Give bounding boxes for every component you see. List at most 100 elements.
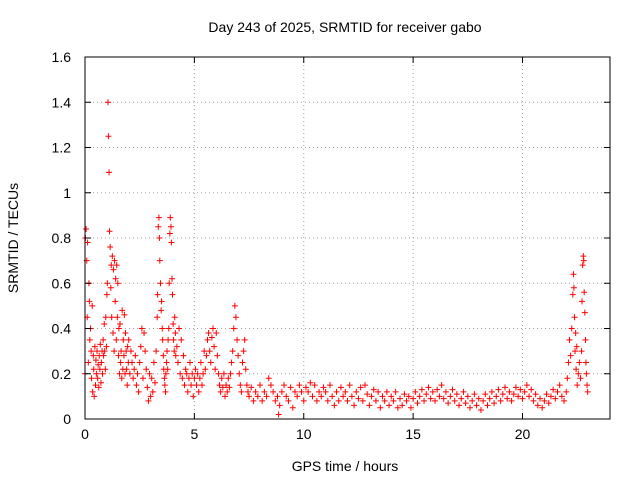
data-point	[171, 348, 178, 355]
data-point	[583, 370, 590, 377]
data-point	[570, 284, 577, 291]
data-point	[502, 384, 508, 391]
data-point	[170, 320, 177, 327]
data-point	[495, 386, 502, 393]
data-point	[578, 348, 585, 355]
data-point	[521, 388, 528, 395]
data-point	[300, 397, 307, 404]
y-tick-label: 0.2	[52, 366, 72, 382]
data-point	[174, 359, 181, 366]
data-point	[114, 280, 121, 287]
data-point	[573, 366, 580, 373]
data-point	[119, 307, 126, 314]
data-point	[416, 393, 423, 400]
data-point	[96, 366, 103, 373]
data-point	[366, 402, 373, 409]
data-point	[281, 382, 288, 389]
data-point	[202, 366, 209, 373]
data-point	[193, 382, 200, 389]
data-point	[231, 302, 238, 309]
data-point	[121, 311, 128, 318]
data-point	[309, 393, 316, 400]
data-point	[120, 336, 127, 343]
data-point	[111, 348, 118, 355]
data-point	[166, 230, 173, 237]
data-point	[307, 379, 314, 386]
y-tick-label: 1.2	[52, 140, 72, 156]
data-point	[166, 280, 173, 287]
data-point	[162, 388, 169, 395]
data-point	[392, 388, 399, 395]
x-tick-label: 0	[81, 426, 89, 442]
data-point	[236, 370, 243, 377]
data-point	[100, 336, 107, 343]
data-point	[394, 404, 401, 411]
data-point	[108, 314, 115, 321]
data-point	[351, 402, 358, 409]
data-point	[340, 393, 347, 400]
data-point	[124, 343, 131, 350]
data-point	[188, 382, 195, 389]
data-point	[438, 382, 445, 389]
data-point	[222, 393, 228, 400]
data-point	[227, 370, 234, 377]
data-point	[575, 370, 582, 377]
data-point	[539, 404, 546, 411]
data-point	[581, 289, 588, 296]
data-point	[170, 336, 177, 343]
data-point	[274, 393, 281, 400]
data-point	[173, 343, 180, 350]
data-point	[335, 397, 342, 404]
data-point	[377, 404, 384, 411]
y-tick-label: 0.4	[52, 321, 72, 337]
data-point	[206, 348, 213, 355]
data-point	[570, 271, 577, 278]
y-tick-label: 0.6	[52, 275, 72, 291]
data-point	[139, 375, 146, 382]
data-point	[316, 388, 323, 395]
axis-ticks: 0 5 10 15 20 0 0.2 0.4 0.6 0.8 1 1.2 1.4 1.6	[52, 49, 610, 442]
data-point	[158, 298, 165, 305]
data-point	[386, 402, 393, 409]
data-point	[164, 366, 171, 373]
data-point	[504, 395, 511, 402]
data-point	[464, 393, 471, 400]
data-point	[92, 382, 99, 389]
data-point	[209, 325, 216, 332]
data-point	[104, 99, 111, 106]
data-point	[165, 336, 172, 343]
data-point	[550, 386, 557, 393]
data-point	[182, 366, 189, 373]
data-point	[165, 325, 172, 332]
data-point	[218, 375, 225, 382]
data-point	[88, 348, 95, 355]
data-point	[403, 397, 410, 404]
data-point	[94, 375, 101, 382]
data-point	[467, 404, 473, 411]
data-point	[106, 169, 113, 176]
data-point	[475, 395, 482, 402]
data-point	[407, 404, 414, 411]
data-point	[104, 280, 111, 287]
data-point	[270, 388, 277, 395]
data-point	[85, 359, 92, 366]
data-point	[223, 382, 230, 389]
data-point	[564, 375, 571, 382]
grid-lines	[85, 57, 610, 419]
data-point	[530, 397, 537, 404]
data-point	[456, 402, 463, 409]
data-point	[159, 325, 166, 332]
data-point	[364, 391, 371, 398]
data-point	[423, 391, 430, 398]
y-axis-label: SRMTID / TECUs	[5, 183, 21, 293]
data-point	[526, 393, 533, 400]
data-point	[453, 391, 460, 398]
data-point	[86, 336, 93, 343]
data-point	[567, 352, 574, 359]
data-point	[460, 388, 467, 395]
data-point	[167, 223, 174, 230]
data-point	[199, 382, 206, 389]
data-point	[146, 370, 153, 377]
data-point	[267, 382, 274, 389]
data-point	[180, 352, 187, 359]
